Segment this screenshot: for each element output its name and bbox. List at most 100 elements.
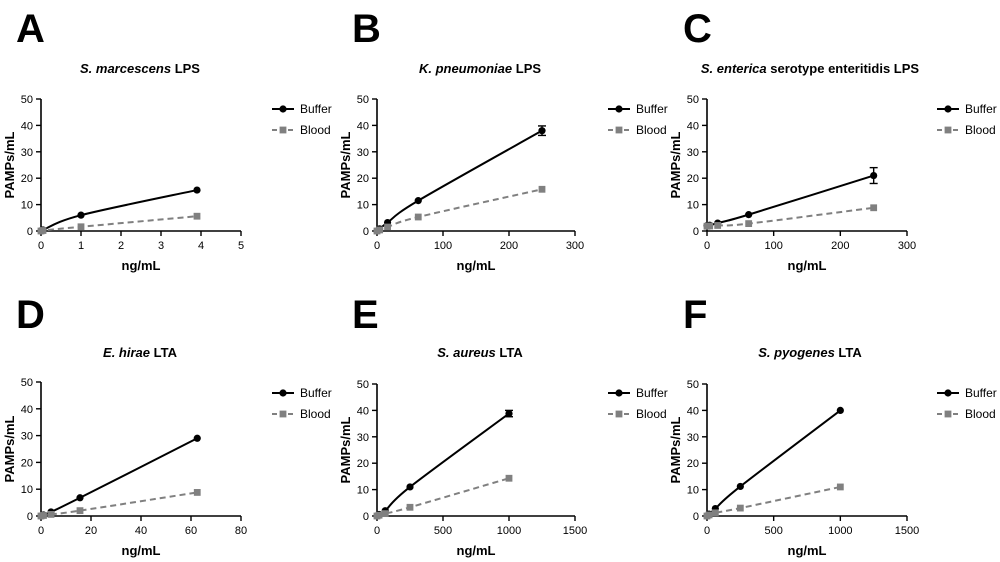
data-point-buffer xyxy=(193,434,201,442)
y-tick-label: 40 xyxy=(21,120,33,132)
y-axis-label: PAMPs/mL xyxy=(668,416,683,483)
y-tick-label: 50 xyxy=(21,94,33,106)
legend-label-buffer: Buffer xyxy=(300,386,332,400)
chart-panel-f: F S. pyogenes LTA 0 500 1000 1500 0 10 20 30 40 50 n… xyxy=(668,293,997,558)
y-tick-label: 30 xyxy=(687,432,699,444)
x-tick-label: 300 xyxy=(566,240,584,252)
x-tick-label: 2 xyxy=(118,240,124,252)
legend-marker-blood xyxy=(279,410,287,418)
x-tick-label: 200 xyxy=(831,240,849,252)
y-axis-label: PAMPs/mL xyxy=(2,131,17,198)
y-tick-label: 30 xyxy=(357,147,369,159)
y-tick-label: 10 xyxy=(21,484,33,496)
x-axis-label: ng/mL xyxy=(457,543,496,558)
chart-title-species: E. hirae xyxy=(103,345,150,360)
y-tick-label: 30 xyxy=(687,147,699,159)
chart-title-species: S. pyogenes xyxy=(758,345,835,360)
chart-title: E. hirae LTA xyxy=(103,345,178,360)
y-tick-label: 10 xyxy=(687,485,699,497)
data-point-blood xyxy=(406,503,414,511)
y-axis-label: PAMPs/mL xyxy=(668,131,683,198)
y-tick-label: 20 xyxy=(687,173,699,185)
data-point-blood xyxy=(714,222,722,229)
chart-title-suffix: LTA xyxy=(496,345,524,360)
chart-title-suffix: LPS xyxy=(512,61,541,76)
data-point-blood xyxy=(745,220,753,228)
data-point-blood xyxy=(40,512,47,519)
legend: Buffer Blood xyxy=(608,386,668,421)
series-line-buffer xyxy=(376,129,543,232)
chart-title-species: S. aureus xyxy=(437,345,496,360)
x-axis-label: ng/mL xyxy=(457,258,496,273)
data-point-blood xyxy=(870,204,878,212)
y-tick-label: 30 xyxy=(357,432,369,444)
x-tick-label: 0 xyxy=(704,240,710,252)
data-point-blood xyxy=(76,507,84,515)
series-line-buffer xyxy=(38,189,198,233)
data-point-blood xyxy=(538,185,546,193)
panel-letter: A xyxy=(16,7,45,51)
chart-title-suffix: LTA xyxy=(835,345,863,360)
series-line-buffer xyxy=(40,437,198,517)
legend: Buffer Blood xyxy=(272,102,332,137)
x-tick-label: 3 xyxy=(158,240,164,252)
y-tick-label: 0 xyxy=(363,226,369,238)
chart-title-suffix: serotype enteritidis LPS xyxy=(767,61,920,76)
x-tick-label: 4 xyxy=(198,240,204,252)
x-axis-label: ng/mL xyxy=(122,543,161,558)
chart-title: S. aureus LTA xyxy=(437,345,523,360)
x-tick-label: 80 xyxy=(235,525,247,537)
data-point-blood xyxy=(193,489,201,496)
data-point-blood xyxy=(375,511,383,519)
chart-title-species: K. pneumoniae xyxy=(419,61,512,76)
x-tick-label: 5 xyxy=(238,240,244,252)
legend-marker-buffer xyxy=(944,105,952,113)
chart-title-species: S. marcescens xyxy=(80,61,171,76)
x-tick-label: 40 xyxy=(135,525,147,537)
legend: Buffer Blood xyxy=(608,102,668,137)
chart-title-suffix: LPS xyxy=(171,61,200,76)
y-tick-label: 50 xyxy=(357,94,369,106)
legend: Buffer Blood xyxy=(937,102,997,137)
chart-panel-c: C S. enterica serotype enteritidis LPS 0 10… xyxy=(668,7,997,273)
data-point-blood xyxy=(414,213,422,221)
legend-label-buffer: Buffer xyxy=(300,102,332,116)
legend-label-buffer: Buffer xyxy=(965,386,997,400)
data-point-buffer xyxy=(406,483,414,491)
data-point-blood xyxy=(505,474,513,482)
y-tick-label: 40 xyxy=(687,120,699,132)
y-axis-label: PAMPs/mL xyxy=(2,415,17,482)
chart-panel-d: D E. hirae LTA 0 20 40 60 80 0 10 20 30 40 50 ng/mL PA… xyxy=(2,293,332,558)
legend-marker-buffer xyxy=(279,105,287,113)
legend: Buffer Blood xyxy=(272,386,332,421)
y-tick-label: 10 xyxy=(687,200,699,212)
data-point-buffer xyxy=(505,409,513,418)
data-point-blood xyxy=(705,511,713,519)
x-tick-label: 200 xyxy=(500,240,518,252)
y-tick-label: 0 xyxy=(693,511,699,523)
y-tick-label: 0 xyxy=(693,226,699,238)
x-tick-label: 20 xyxy=(85,525,97,537)
data-point-buffer xyxy=(836,406,844,414)
data-point-blood xyxy=(384,223,391,231)
legend-marker-buffer xyxy=(615,389,623,397)
chart-title-species: S. enterica xyxy=(701,61,767,76)
chart-title: K. pneumoniae LPS xyxy=(419,61,541,76)
x-tick-label: 60 xyxy=(185,525,197,537)
x-axis-label: ng/mL xyxy=(122,258,161,273)
data-point-buffer xyxy=(538,127,546,135)
x-tick-label: 0 xyxy=(38,525,44,537)
legend-label-blood: Blood xyxy=(300,407,331,421)
legend-marker-blood xyxy=(944,410,952,418)
legend-marker-blood xyxy=(615,410,623,418)
legend-label-buffer: Buffer xyxy=(965,102,997,116)
data-point-blood xyxy=(193,212,201,220)
y-tick-label: 50 xyxy=(357,379,369,391)
y-tick-label: 40 xyxy=(21,404,33,416)
data-point-blood xyxy=(736,504,744,512)
y-tick-label: 10 xyxy=(357,200,369,212)
x-tick-label: 1 xyxy=(78,240,84,252)
y-tick-label: 20 xyxy=(687,458,699,470)
y-tick-label: 20 xyxy=(357,173,369,185)
x-tick-label: 0 xyxy=(704,525,710,537)
